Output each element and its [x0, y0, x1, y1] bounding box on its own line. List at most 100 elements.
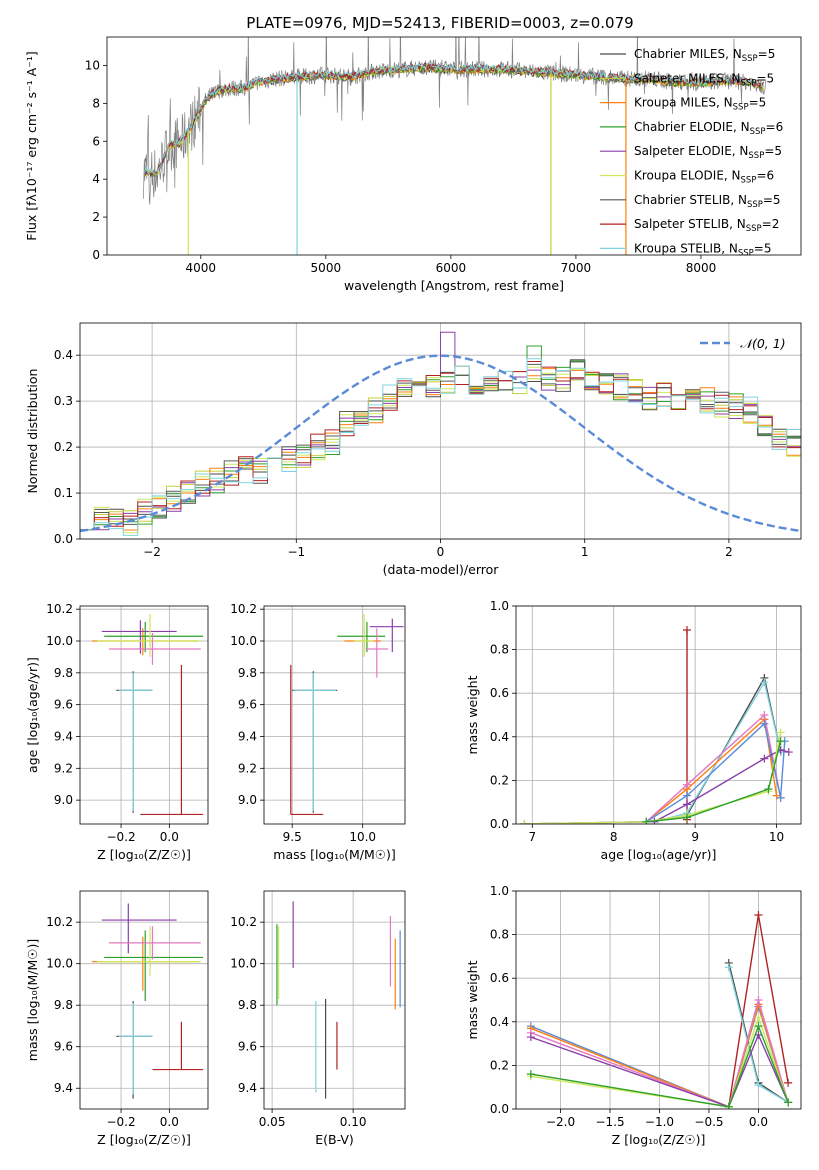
legend-label-tail: =6	[756, 169, 774, 183]
weight-series-line	[530, 1015, 789, 1108]
y-tick-label: 9.4	[54, 1081, 73, 1095]
y-tick-label: 9.2	[54, 761, 73, 775]
x-tick-label: 7000	[561, 261, 592, 275]
y-axis-label: mass weight	[465, 960, 480, 1039]
residual-histogram-step	[80, 358, 801, 536]
y-tick-label: 10.0	[46, 957, 73, 971]
y-axis-label: Flux [fλ10⁻¹⁷ erg cm⁻² s⁻¹ A⁻¹]	[24, 51, 39, 240]
figure-title: PLATE=0976, MJD=52413, FIBERID=0003, z=0…	[246, 14, 633, 32]
y-tick-label: 10	[85, 58, 100, 72]
legend-label: 𝒩(0, 1)	[740, 336, 786, 351]
legend-label: Salpeter MILES, NSSP=5	[634, 71, 774, 88]
x-tick-label: 0.0	[160, 1115, 179, 1129]
residual-plot-area	[80, 331, 801, 536]
axes-frame	[263, 605, 406, 825]
axes-frame	[79, 605, 209, 825]
y-tick-label: 0.4	[490, 730, 509, 744]
x-tick-label: −0.5	[694, 1115, 723, 1129]
weight-plot-area	[520, 625, 793, 824]
y-tick-label: 9.4	[54, 729, 73, 743]
x-axis-label: wavelength [Angstrom, rest frame]	[344, 278, 564, 293]
y-tick-label: 0.6	[490, 686, 509, 700]
x-axis-label: E(B-V)	[315, 1132, 354, 1147]
x-tick-label: 8	[610, 830, 618, 844]
legend-label-subscript: SSP	[747, 200, 763, 210]
y-tick-label: 9.8	[54, 666, 73, 680]
weight-point-marker	[784, 748, 793, 757]
x-tick-label: 5000	[311, 261, 342, 275]
weight-point-marker	[784, 1098, 793, 1107]
axes-frame	[106, 36, 802, 256]
y-tick-label: 4	[92, 172, 100, 186]
y-tick-label: 1.0	[490, 599, 509, 613]
legend-label-subscript: SSP	[733, 103, 749, 113]
y-tick-label: 9.4	[238, 1081, 257, 1095]
legend-label: Chabrier STELIB, NSSP=5	[634, 193, 781, 210]
weight-point-marker	[724, 1102, 733, 1109]
x-tick-label: 0.0	[160, 830, 179, 844]
x-tick-label: 6000	[436, 261, 467, 275]
y-tick-label: 0.4	[490, 1015, 509, 1029]
errorbar-plot-area	[276, 901, 401, 1099]
x-tick-label: 0.0	[749, 1115, 768, 1129]
weight-point-marker	[776, 793, 785, 802]
weight-point-marker	[683, 625, 691, 634]
x-tick-label: −2.0	[546, 1115, 575, 1129]
x-axis-label: Z [log₁₀(Z/Z☉)]	[612, 1132, 706, 1147]
x-tick-label: −1.0	[645, 1115, 674, 1129]
y-tick-label: 9.8	[238, 998, 257, 1012]
legend-label: Chabrier MILES, NSSP=5	[634, 47, 775, 64]
weight-vs-age-panel: 7 8 9 10 0.0 0.2 0.4 0.6 0.8 1.0 age [log₁₀(age/yr…	[465, 599, 802, 862]
x-tick-label: 0.05	[259, 1115, 286, 1129]
x-tick-label: −1.5	[595, 1115, 624, 1129]
y-tick-label: 1.0	[490, 884, 509, 898]
x-axis-label: Z [log₁₀(Z/Z☉)]	[97, 847, 191, 862]
weight-point-marker	[526, 1070, 535, 1079]
x-axis-label: Z [log₁₀(Z/Z☉)]	[97, 1132, 191, 1147]
x-tick-label: 0	[437, 545, 445, 559]
weight-series-line	[524, 713, 782, 824]
weight-series-line	[530, 1033, 789, 1108]
y-axis-label: mass [log₁₀(M/M☉)]	[25, 939, 40, 1061]
y-tick-label: 0.0	[490, 817, 509, 831]
y-tick-label: 0	[92, 248, 100, 262]
residual-histogram-step	[80, 359, 801, 531]
x-tick-label: 10.0	[349, 830, 376, 844]
y-tick-label: 0.1	[54, 486, 73, 500]
errorbar-plot-area	[92, 613, 204, 816]
weight-point-marker	[760, 711, 769, 719]
weight-point-marker	[683, 813, 691, 822]
residual-histogram-step	[80, 361, 801, 531]
x-axis-label: (data-model)/error	[383, 562, 500, 577]
weight-point-marker	[754, 1013, 763, 1022]
y-tick-label: 6	[92, 134, 100, 148]
y-tick-label: 9.8	[54, 998, 73, 1012]
weight-series-line	[646, 675, 782, 823]
weight-point-marker	[642, 817, 651, 824]
x-tick-label: 2	[725, 545, 733, 559]
weight-point-marker	[784, 1078, 793, 1087]
y-axis-label: Normed distribution	[25, 369, 40, 494]
weight-point-marker	[760, 754, 769, 763]
age-vs-mass-panel: 9.5 10.0 9.0 9.2 9.4 9.6 9.8 10.0 10.2 mass [log₁…	[230, 602, 406, 862]
weight-series-line	[524, 718, 778, 824]
y-tick-label: 10.0	[230, 634, 257, 648]
y-tick-label: 10.2	[46, 602, 73, 616]
weight-series-line	[524, 722, 786, 824]
legend-label-subscript: SSP	[742, 54, 758, 64]
legend-label-tail: =5	[764, 144, 782, 158]
legend-label: Kroupa STELIB, NSSP=5	[634, 241, 772, 258]
x-tick-label: −0.2	[106, 830, 135, 844]
residual-histogram-step	[80, 365, 801, 531]
axes-frame	[263, 890, 406, 1110]
y-tick-label: 8	[92, 96, 100, 110]
weight-series-line	[646, 741, 782, 823]
y-tick-label: 0.4	[54, 348, 73, 362]
weight-point-marker	[754, 1081, 763, 1090]
legend-label-tail: =5	[763, 193, 781, 207]
y-tick-label: 9.6	[54, 1040, 73, 1054]
y-tick-label: 9.8	[238, 666, 257, 680]
weight-point-marker	[520, 820, 529, 824]
weight-series-line	[530, 997, 789, 1108]
model-spectrum-line	[144, 63, 764, 177]
